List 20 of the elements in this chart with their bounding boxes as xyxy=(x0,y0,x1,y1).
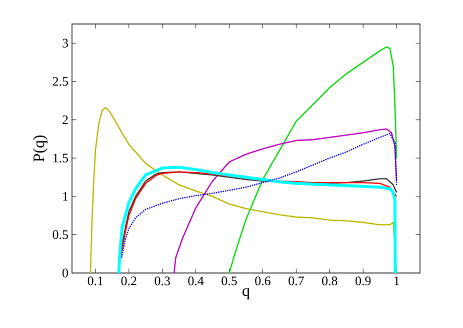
y-axis-title: P(q) xyxy=(32,135,48,162)
y-tick-label: 0.5 xyxy=(52,230,68,240)
x-tick-label: 0.9 xyxy=(356,276,371,286)
x-axis-title: q xyxy=(242,288,250,300)
x-tick-label: 0.1 xyxy=(88,276,103,286)
x-tick-label: 0.6 xyxy=(255,276,270,286)
y-tick-label: 1.5 xyxy=(53,154,68,162)
y-tick-label: 2 xyxy=(62,115,68,124)
x-tick-label: 0.4 xyxy=(188,276,204,286)
x-tick-label: 0.7 xyxy=(288,276,304,286)
x-tick-label: 0.2 xyxy=(121,276,136,286)
x-tick-label: 0.5 xyxy=(222,276,237,286)
y-tick-label: 1 xyxy=(63,192,68,201)
line-series xyxy=(173,128,398,273)
x-tick-label: 0.3 xyxy=(154,276,170,286)
x-tick-label: 1 xyxy=(394,276,400,286)
x-tick-label: 0.8 xyxy=(322,276,338,286)
y-tick-label: 2.5 xyxy=(52,77,68,86)
y-tick-label: 0 xyxy=(62,268,68,278)
y-tick-label: 3 xyxy=(62,38,68,48)
